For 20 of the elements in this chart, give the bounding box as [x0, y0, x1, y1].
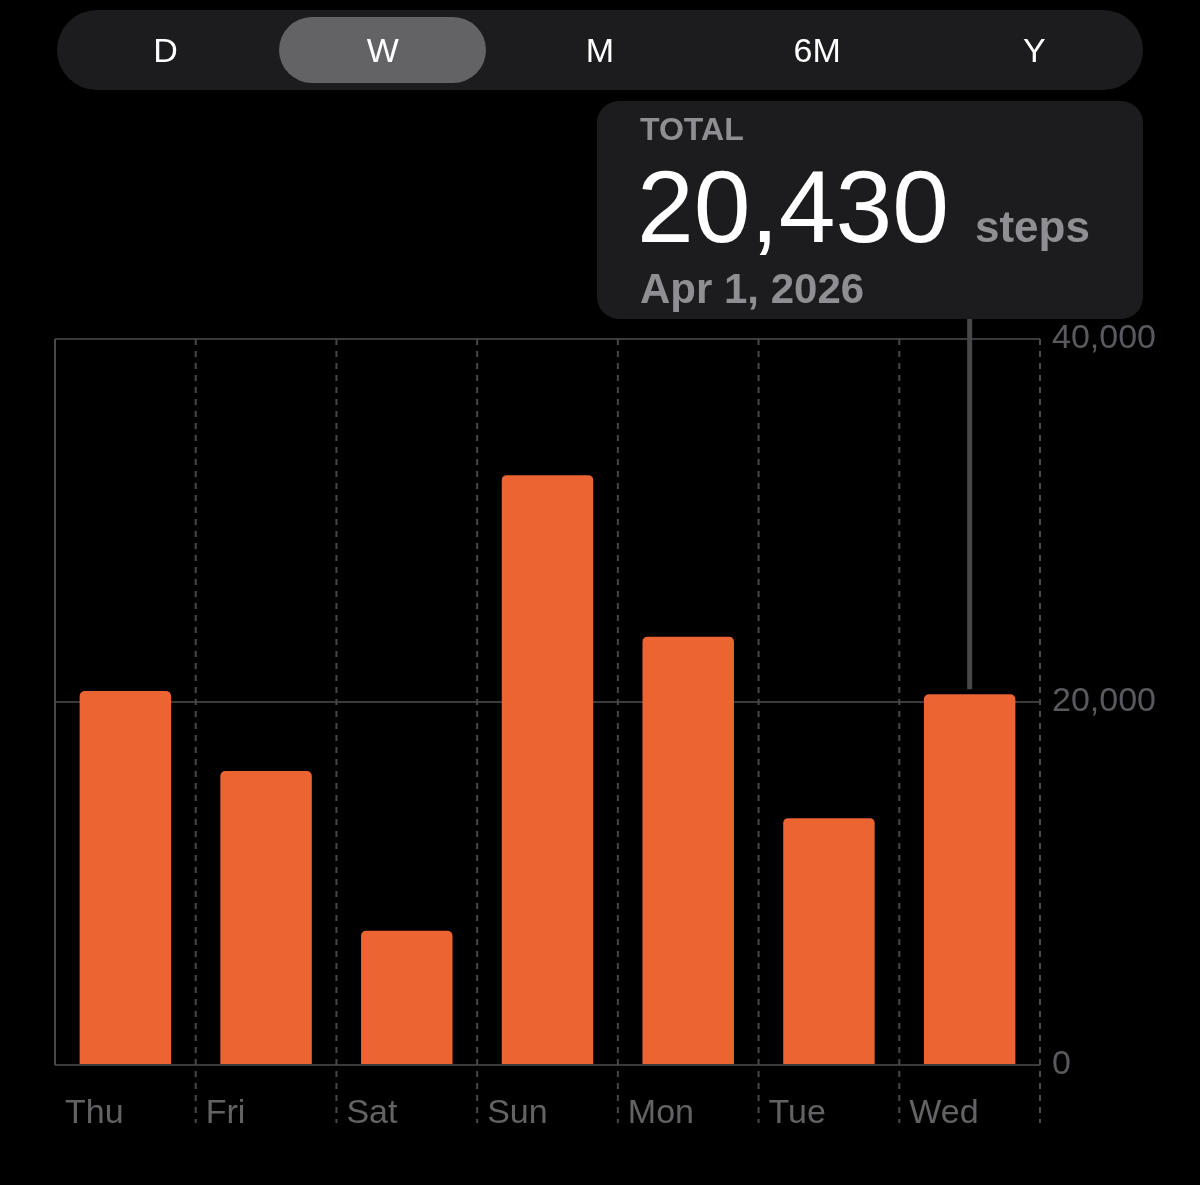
selected-tab: W — [279, 17, 487, 83]
x-tick-label: Sun — [487, 1091, 548, 1130]
callout-box: TOTAL 20,430 steps Apr 1, 2026 — [597, 101, 1143, 319]
x-tick-label: Sat — [346, 1091, 399, 1130]
bar — [783, 818, 875, 1064]
x-tick-label: Tue — [768, 1091, 826, 1130]
y-tick-label: 20,000 — [1052, 680, 1156, 719]
y-tick-label: 0 — [1052, 1043, 1071, 1082]
x-tick-label: Fri — [205, 1091, 246, 1130]
bar — [642, 636, 734, 1064]
bar — [501, 475, 594, 1064]
y-tick-label: 40,000 — [1052, 317, 1156, 356]
bar — [361, 930, 453, 1064]
x-tick-label: Wed — [909, 1091, 979, 1130]
x-tick-label: Thu — [65, 1091, 124, 1130]
segmented-control: D W M 6M Y — [57, 10, 1143, 90]
bar — [220, 770, 312, 1064]
bar — [923, 694, 1016, 1064]
bar — [79, 691, 172, 1064]
x-tick-label: Mon — [627, 1091, 694, 1130]
